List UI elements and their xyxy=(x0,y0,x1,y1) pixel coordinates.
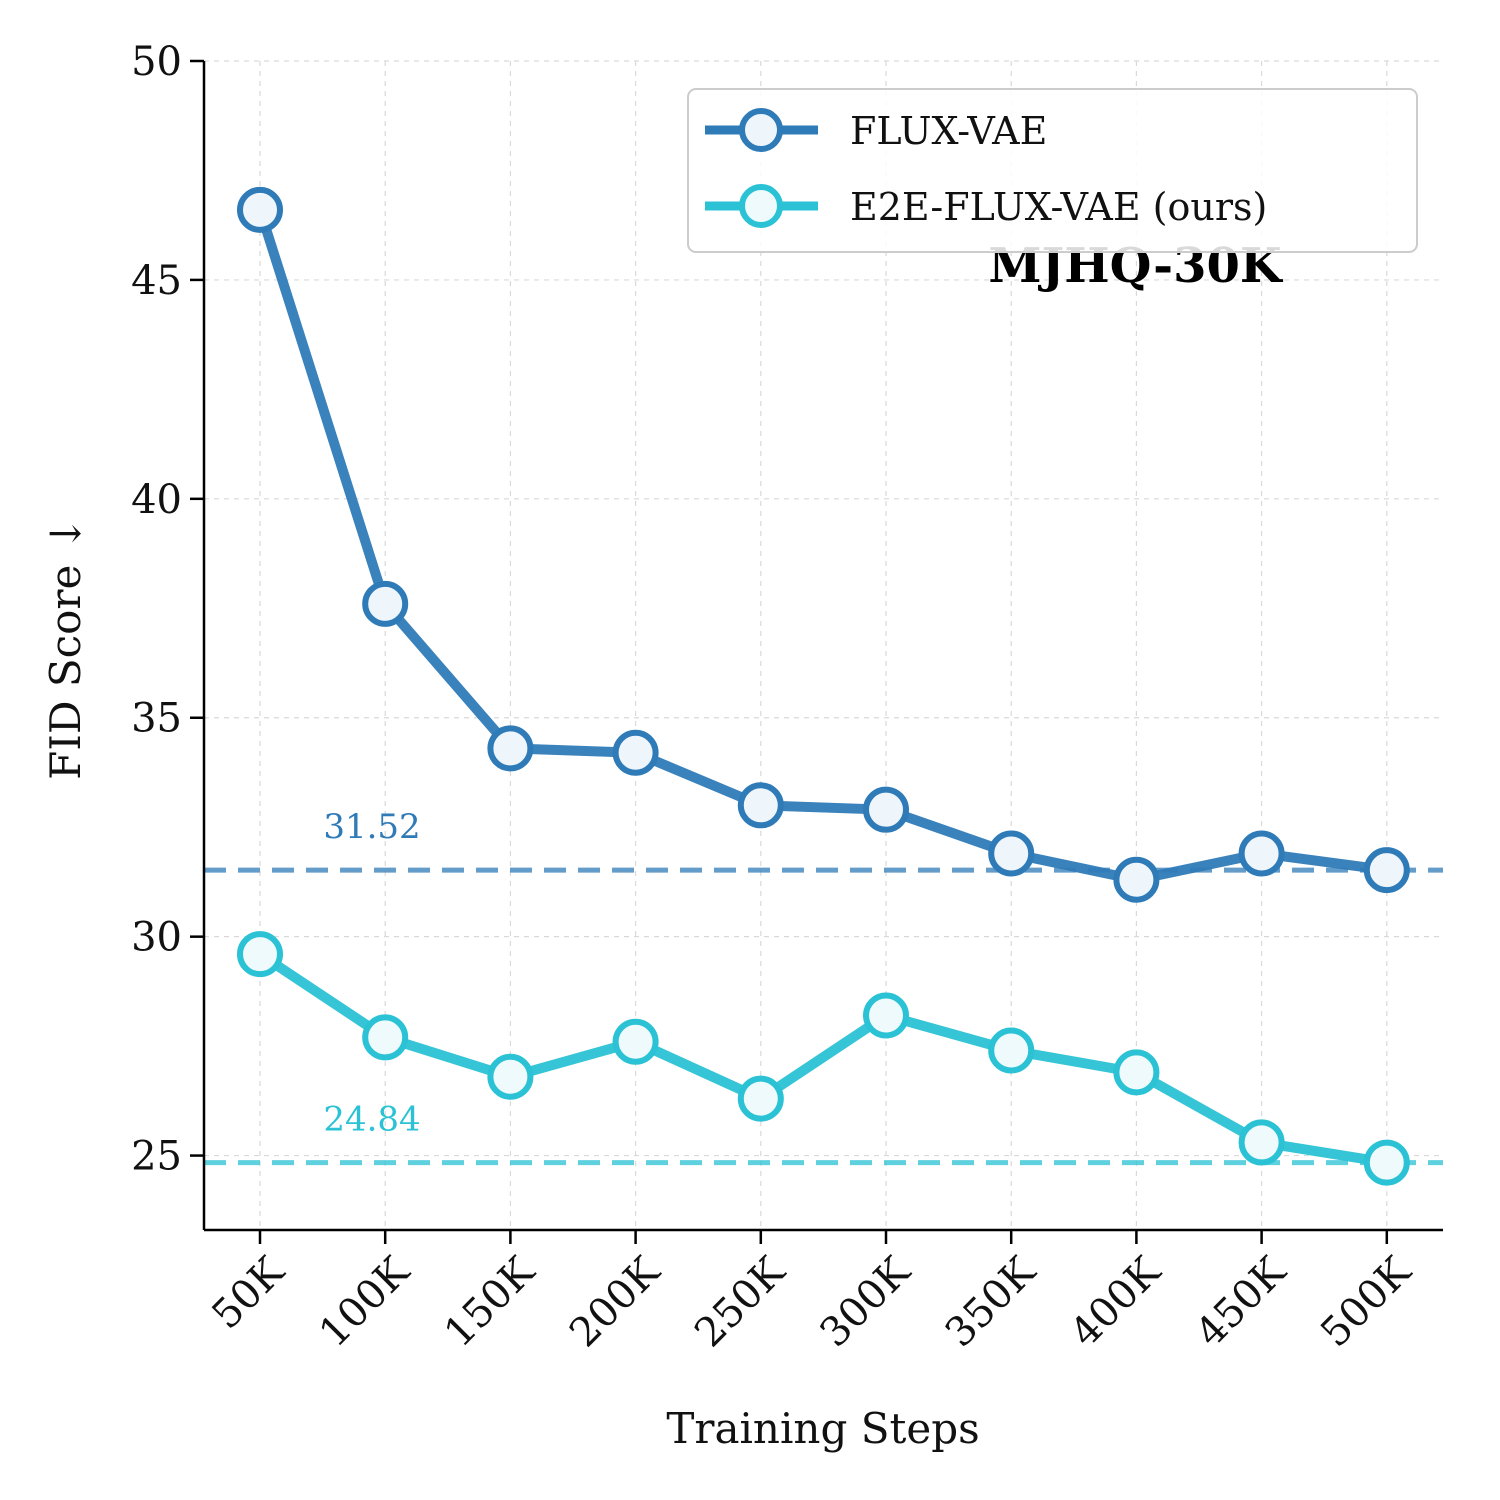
y-tick-label: 40 xyxy=(131,477,182,523)
x-tick-label: 500K xyxy=(1312,1248,1420,1356)
data-point xyxy=(988,1027,1035,1074)
data-point xyxy=(612,1018,659,1065)
legend-marker-e2e-flux-vae xyxy=(739,184,783,228)
data-point xyxy=(487,725,534,772)
x-tick-label: 300K xyxy=(811,1248,919,1356)
data-point xyxy=(362,1014,409,1061)
legend-frame xyxy=(687,88,1418,253)
x-tick-label: 250K xyxy=(686,1248,794,1356)
data-point xyxy=(487,1053,534,1100)
data-point xyxy=(237,186,283,233)
series-line xyxy=(255,204,1392,885)
grid-layer xyxy=(204,60,1443,1230)
data-point xyxy=(863,786,909,833)
data-point xyxy=(1238,1119,1285,1166)
data-point xyxy=(863,992,909,1039)
data-point xyxy=(737,782,784,829)
data-point xyxy=(737,1075,784,1122)
data-point xyxy=(612,729,659,776)
x-tick-label: 200K xyxy=(561,1248,669,1356)
data-point xyxy=(1363,847,1410,894)
series-line xyxy=(255,949,1392,1168)
data-point xyxy=(362,580,409,627)
data-point xyxy=(1363,1139,1410,1186)
reference-lines: 31.52 24.84 xyxy=(204,807,1443,1166)
y-tick-label: 50 xyxy=(131,39,182,85)
data-point xyxy=(988,830,1035,877)
legend-label-e2e-flux-vae: E2E-FLUX-VAE (ours) xyxy=(850,185,1267,229)
x-axis-title: Training Steps xyxy=(666,1404,979,1453)
data-point xyxy=(1113,1049,1160,1096)
data-point xyxy=(1238,830,1285,877)
y-tick-label: 30 xyxy=(131,915,182,961)
y-tick-label: 45 xyxy=(131,258,182,304)
data-point xyxy=(237,931,283,978)
reference-label: 24.84 xyxy=(323,1100,420,1140)
axes-layer xyxy=(202,61,1443,1232)
x-tick-label: 450K xyxy=(1187,1248,1295,1356)
legend: FLUX-VAE E2E-FLUX-VAE (ours) xyxy=(687,88,1418,253)
legend-marker-flux-vae xyxy=(739,108,783,152)
data-point xyxy=(1113,856,1160,903)
x-tick-label: 400K xyxy=(1062,1248,1170,1356)
legend-label-flux-vae: FLUX-VAE xyxy=(850,109,1047,153)
y-axis-title: FID Score ↓ xyxy=(41,516,90,780)
y-tick-label: 35 xyxy=(131,696,182,742)
x-tick-label: 50K xyxy=(203,1248,293,1338)
reference-label: 31.52 xyxy=(323,807,420,847)
series-layer xyxy=(237,186,1410,1186)
x-tick-label: 100K xyxy=(311,1248,419,1356)
x-tick-label: 350K xyxy=(937,1248,1045,1356)
x-tick-label: 150K xyxy=(436,1248,544,1356)
y-tick-label: 25 xyxy=(131,1134,182,1180)
